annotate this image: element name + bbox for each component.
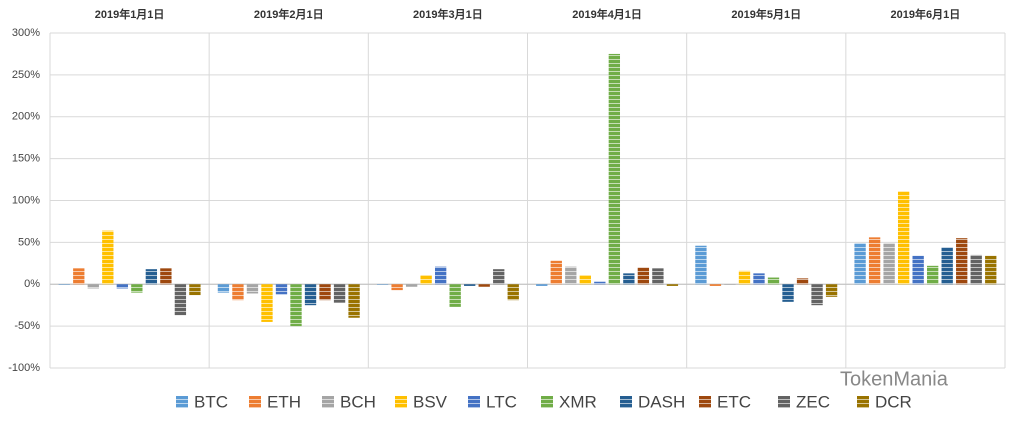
bar: [796, 278, 809, 285]
bar: [927, 265, 939, 285]
bar: [275, 284, 288, 295]
bar: [319, 284, 331, 301]
bar: [956, 238, 968, 285]
bar: [912, 255, 924, 285]
legend-label: DASH: [638, 392, 685, 411]
bar: [160, 268, 172, 285]
legend-swatch: [176, 396, 188, 408]
legend-swatch: [541, 396, 553, 408]
bar: [507, 284, 519, 301]
legend-swatch: [699, 396, 711, 408]
category-label: 2019年1月1日: [95, 7, 165, 21]
legend-swatch: [468, 396, 480, 408]
bar: [217, 284, 230, 293]
category-label: 2019年6月1日: [891, 7, 961, 21]
bar: [304, 284, 317, 306]
bar: [666, 284, 679, 286]
bar: [391, 284, 403, 291]
bar: [608, 53, 621, 285]
y-tick-label: -100%: [8, 362, 40, 374]
bar: [536, 284, 548, 286]
y-tick-label: 0%: [24, 278, 40, 290]
legend-label: DCR: [875, 392, 912, 411]
category-label: 2019年3月1日: [413, 7, 483, 21]
bar: [709, 284, 722, 286]
bar: [970, 254, 982, 285]
y-tick-label: 100%: [12, 194, 40, 206]
watermark: TokenMania: [840, 368, 949, 390]
bar: [232, 284, 244, 301]
bar: [261, 284, 273, 322]
bar: [102, 230, 114, 285]
y-tick-label: 300%: [12, 27, 40, 39]
legend-swatch: [857, 396, 869, 408]
legend-label: ETC: [717, 392, 751, 411]
bar: [290, 284, 302, 327]
legend-swatch: [322, 396, 334, 408]
legend-label: BTC: [194, 392, 228, 411]
bar: [753, 273, 765, 285]
bar: [594, 281, 606, 285]
legend-label: BCH: [340, 392, 376, 411]
bar: [825, 284, 838, 297]
bar: [883, 243, 895, 285]
y-tick-label: 200%: [12, 111, 40, 123]
bar: [87, 284, 99, 289]
legend-label: ETH: [267, 392, 301, 411]
bar: [652, 268, 664, 285]
bar: [985, 255, 997, 285]
category-label: 2019年5月1日: [731, 7, 801, 21]
legend-swatch: [778, 396, 790, 408]
category-label: 2019年2月1日: [254, 7, 324, 21]
bar: [376, 284, 389, 285]
bar: [493, 269, 505, 285]
bar: [464, 284, 476, 286]
bar: [73, 268, 85, 285]
legend-label: BSV: [413, 392, 448, 411]
bar: [348, 284, 360, 318]
category-label: 2019年4月1日: [572, 7, 642, 21]
y-tick-label: 50%: [18, 236, 40, 248]
legend-label: XMR: [559, 392, 597, 411]
bar: [174, 284, 187, 316]
legend-label: LTC: [486, 392, 517, 411]
y-tick-label: 250%: [12, 69, 40, 81]
bar: [449, 284, 461, 307]
bar: [405, 284, 418, 287]
bar: [637, 267, 650, 285]
bar: [941, 247, 953, 285]
legend-swatch: [395, 396, 407, 408]
bar: [189, 284, 201, 296]
bar: [738, 270, 751, 285]
bar: [767, 277, 780, 285]
bar: [695, 245, 707, 285]
bar: [897, 191, 910, 285]
legend-swatch: [620, 396, 632, 408]
bar: [565, 266, 577, 285]
bar: [131, 284, 143, 293]
bar: [724, 284, 736, 285]
y-tick-label: -50%: [14, 320, 40, 332]
bar: [145, 269, 158, 285]
bar: [854, 243, 866, 285]
bar: [420, 275, 432, 285]
bar: [116, 284, 128, 289]
bar: [58, 284, 70, 285]
bar: [579, 275, 591, 285]
legend-swatch: [249, 396, 261, 408]
bar: [811, 284, 823, 306]
bar: [623, 273, 635, 285]
y-tick-label: 150%: [12, 153, 40, 165]
legend-label: ZEC: [796, 392, 830, 411]
bar: [333, 284, 346, 303]
bar: [246, 284, 259, 294]
bar: [868, 237, 881, 285]
bar: [550, 260, 562, 285]
bar: [434, 266, 447, 285]
bar: [782, 284, 794, 302]
bar: [478, 284, 490, 287]
